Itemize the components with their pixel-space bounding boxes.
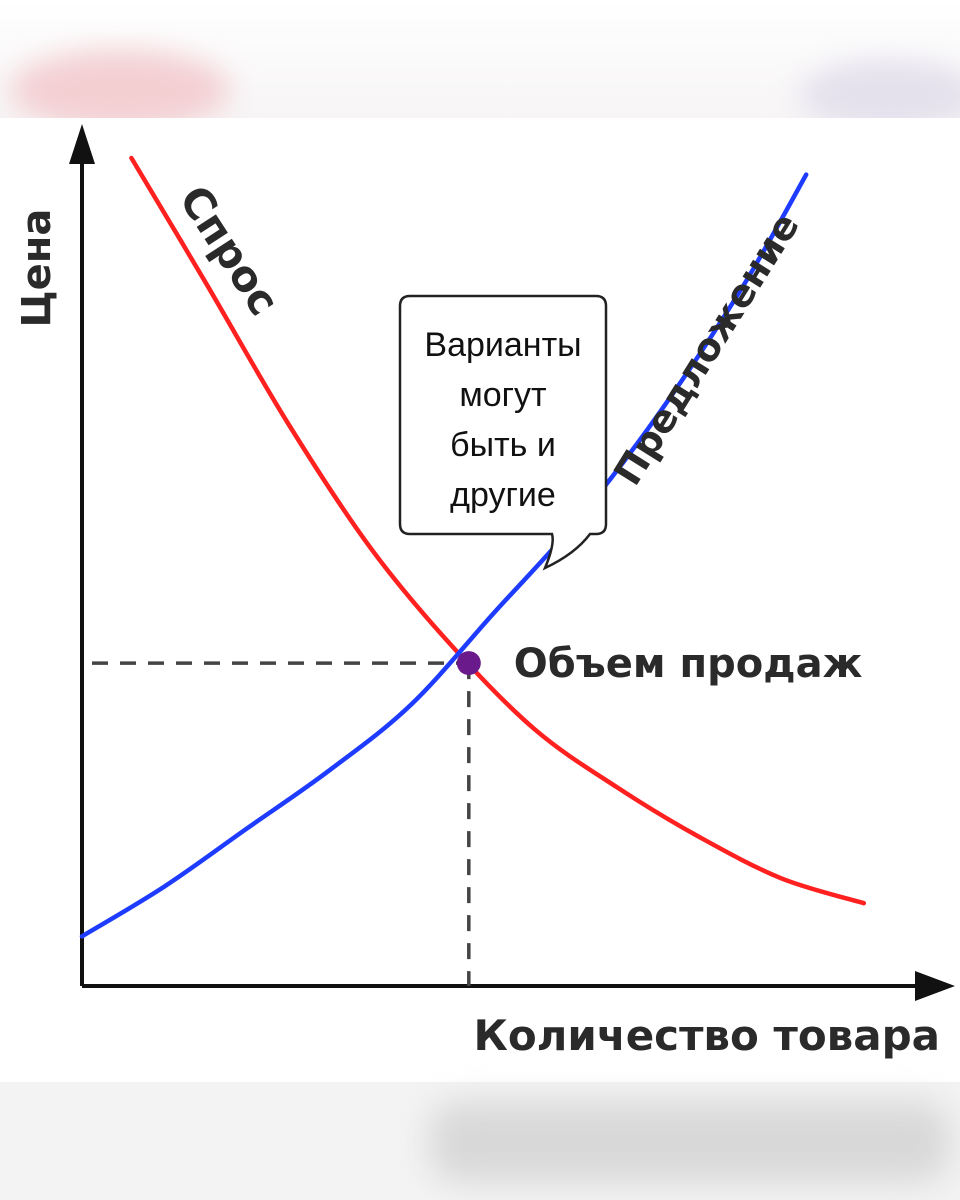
y-axis-label: Цена [14, 209, 60, 328]
callout-bubble-shape [398, 294, 608, 571]
axes [69, 124, 955, 1001]
equilibrium-guides [92, 661, 471, 986]
equilibrium-label: Объем продаж [514, 641, 863, 687]
blurred-top-border [0, 0, 960, 130]
supply-curve [79, 172, 809, 939]
x-axis-label: Количество товара [473, 1011, 940, 1060]
callout-bubble: Варианты могут быть и другие [398, 294, 608, 571]
callout-text-line: быть и [450, 426, 556, 464]
blurred-bottom-border [0, 1082, 960, 1200]
equilibrium-point [456, 651, 481, 676]
curves [79, 155, 867, 939]
blur-blob [430, 1102, 950, 1182]
y-axis-arrow [69, 124, 95, 164]
chart-panel: Цена Количество товара Спрос Предложение… [0, 118, 960, 1082]
supply-curve-label: Предложение [605, 205, 807, 493]
supply-demand-chart: Цена Количество товара Спрос Предложение… [14, 124, 955, 1060]
callout-text-line: могут [459, 376, 546, 414]
callout-text-line: другие [450, 476, 556, 514]
callout-text: Варианты могут быть и другие [424, 326, 581, 514]
blur-blob [10, 50, 230, 130]
demand-curve [129, 155, 867, 906]
callout-text-line: Варианты [424, 326, 581, 364]
x-axis-arrow [915, 971, 955, 1001]
